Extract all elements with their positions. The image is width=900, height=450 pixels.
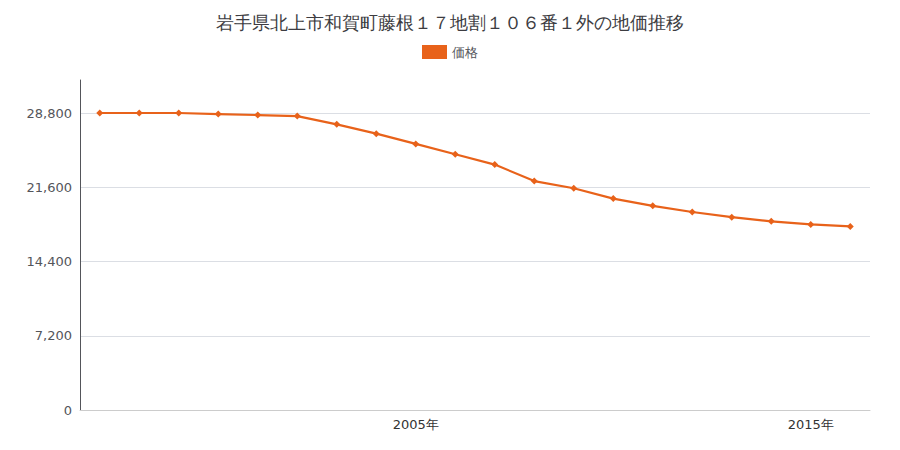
svg-text:2005年: 2005年: [393, 417, 439, 432]
svg-text:価格: 価格: [452, 45, 478, 60]
svg-text:21,600: 21,600: [27, 180, 73, 195]
svg-text:14,400: 14,400: [27, 254, 73, 269]
svg-text:0: 0: [64, 403, 72, 418]
svg-text:2015年: 2015年: [788, 417, 834, 432]
svg-text:岩手県北上市和賀町藤根１７地割１０６番１外の地価推移: 岩手県北上市和賀町藤根１７地割１０６番１外の地価推移: [216, 12, 684, 33]
svg-text:7,200: 7,200: [35, 328, 72, 343]
svg-text:28,800: 28,800: [27, 106, 73, 121]
